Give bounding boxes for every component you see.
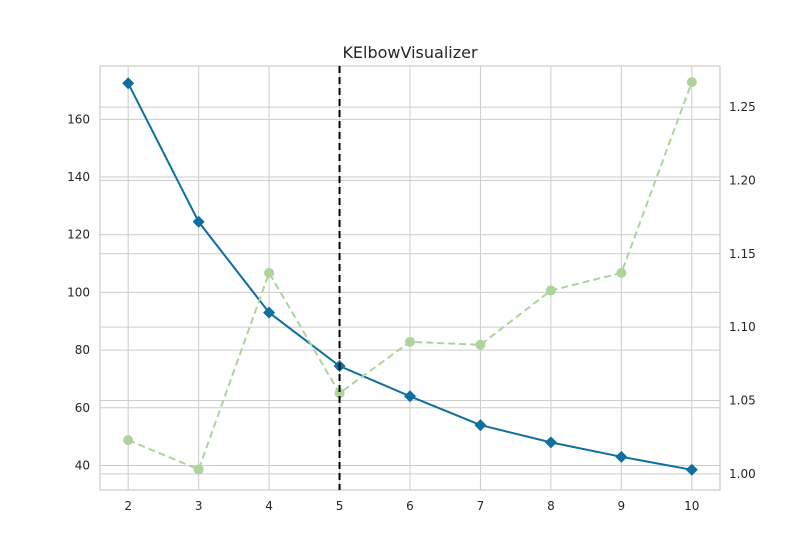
secondary-series-point bbox=[405, 336, 415, 347]
chart-title: KElbowVisualizer bbox=[342, 43, 478, 62]
y-tick-label: 40 bbox=[75, 458, 90, 472]
x-tick-label: 3 bbox=[195, 499, 203, 513]
y2-tick-label: 1.15 bbox=[729, 247, 756, 261]
secondary-series-point bbox=[264, 267, 275, 278]
secondary-series-point bbox=[475, 339, 486, 350]
secondary-series-point bbox=[334, 388, 345, 399]
y-tick-label: 160 bbox=[67, 112, 90, 126]
primary-series-point bbox=[263, 306, 276, 319]
y-tick-label: 100 bbox=[67, 285, 90, 299]
secondary-series-point bbox=[193, 464, 204, 475]
x-tick-label: 8 bbox=[547, 499, 555, 513]
y2-tick-label: 1.10 bbox=[729, 320, 756, 334]
x-tick-label: 7 bbox=[477, 499, 485, 513]
primary-series-point bbox=[192, 215, 205, 228]
y-tick-label: 80 bbox=[75, 343, 90, 357]
secondary-series-point bbox=[545, 285, 556, 296]
y-tick-label: 120 bbox=[67, 228, 90, 242]
plot-frame bbox=[99, 65, 721, 491]
x-tick-label: 4 bbox=[265, 499, 273, 513]
x-tick-label: 5 bbox=[336, 499, 344, 513]
y-tick-label: 60 bbox=[75, 401, 90, 415]
primary-series-point bbox=[615, 450, 628, 463]
primary-series-point bbox=[404, 390, 416, 403]
primary-series-point bbox=[474, 419, 487, 432]
primary-series-point bbox=[122, 77, 135, 90]
secondary-series-point bbox=[616, 267, 627, 278]
primary-series-point bbox=[544, 436, 557, 449]
x-tick-label: 9 bbox=[618, 499, 626, 513]
secondary-series-point bbox=[686, 77, 697, 88]
primary-series-point bbox=[685, 463, 698, 476]
secondary-series-point bbox=[123, 435, 134, 446]
y2-tick-label: 1.05 bbox=[729, 394, 756, 408]
x-tick-label: 2 bbox=[124, 499, 132, 513]
y2-tick-label: 1.20 bbox=[729, 173, 756, 187]
y-tick-label: 140 bbox=[67, 170, 90, 184]
y2-tick-label: 1.25 bbox=[729, 100, 756, 114]
y2-tick-label: 1.00 bbox=[729, 467, 756, 481]
x-tick-label: 6 bbox=[406, 499, 414, 513]
x-tick-label: 10 bbox=[684, 499, 699, 513]
